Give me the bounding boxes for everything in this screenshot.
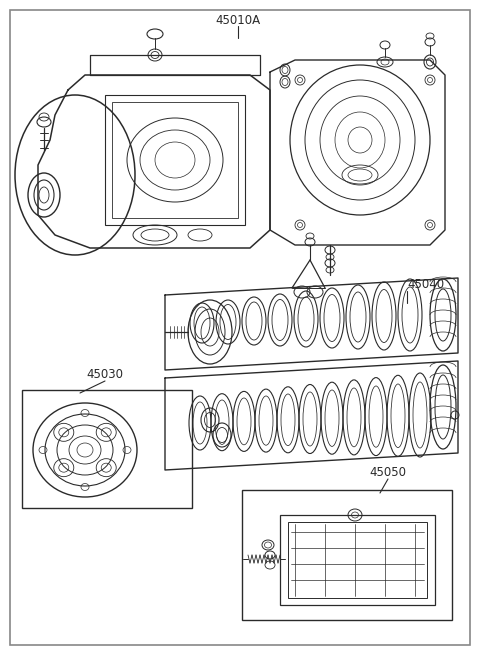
Text: 45040: 45040 — [407, 278, 444, 291]
Bar — [22, 390, 192, 508]
Text: 45050: 45050 — [370, 466, 407, 479]
Text: 45030: 45030 — [86, 369, 123, 381]
Text: 45010A: 45010A — [216, 14, 261, 26]
Bar — [105, 95, 245, 225]
Bar — [280, 515, 435, 605]
Bar — [288, 522, 427, 598]
Bar — [242, 490, 452, 620]
Bar — [112, 102, 238, 218]
